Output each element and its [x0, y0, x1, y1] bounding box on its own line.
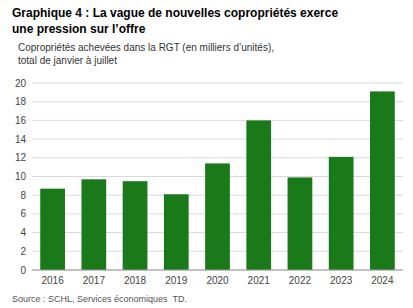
y-tick-label: 10: [15, 171, 27, 182]
x-tick-label: 2019: [165, 275, 188, 286]
bar: [81, 179, 106, 270]
y-tick-label: 16: [15, 115, 27, 126]
grid: [32, 83, 403, 270]
bar: [123, 181, 148, 270]
source: Source : SCHL, Services économiques TD.: [12, 294, 187, 304]
bar: [288, 177, 313, 270]
x-tick-label: 2016: [41, 275, 64, 286]
x-tick-label: 2021: [248, 275, 271, 286]
bar: [205, 163, 230, 270]
grid-line: [32, 139, 403, 140]
bar: [164, 194, 189, 270]
title: une pression sur l’offre: [12, 22, 146, 36]
grid-line: [32, 270, 403, 271]
grid-line: [32, 83, 403, 84]
x-axis-line: [32, 270, 403, 271]
y-tick-label: 4: [20, 227, 26, 238]
x-tick-label: 2024: [371, 275, 394, 286]
grid-line: [32, 101, 403, 102]
chart-container: Graphique 4 : La vague de nouvelles copr…: [0, 0, 413, 308]
bar: [329, 157, 354, 270]
x-tick-label: 2017: [83, 275, 106, 286]
bar: [370, 91, 395, 270]
x-tick-label: 2020: [206, 275, 229, 286]
grid-line: [32, 120, 403, 121]
x-tick-label: 2018: [124, 275, 147, 286]
y-tick-label: 6: [20, 208, 26, 219]
chart: Graphique 4 : La vague de nouvelles copr…: [0, 0, 413, 308]
y-tick-label: 18: [15, 96, 27, 107]
bars: [40, 91, 395, 270]
bar: [40, 189, 65, 270]
x-tick-label: 2023: [330, 275, 353, 286]
subtitle: Copropriétés achevées dans la RGT (en mi…: [18, 42, 274, 53]
y-tick-label: 12: [15, 152, 27, 163]
bar: [246, 120, 271, 270]
y-tick-label: 20: [15, 78, 27, 89]
y-tick-label: 8: [20, 190, 26, 201]
x-tick-label: 2022: [289, 275, 312, 286]
y-tick-label: 2: [20, 246, 26, 257]
title: Graphique 4 : La vague de nouvelles copr…: [12, 6, 338, 20]
y-tick-label: 14: [15, 134, 27, 145]
subtitle: total de janvier à juillet: [18, 55, 117, 66]
y-tick-label: 0: [20, 265, 26, 276]
